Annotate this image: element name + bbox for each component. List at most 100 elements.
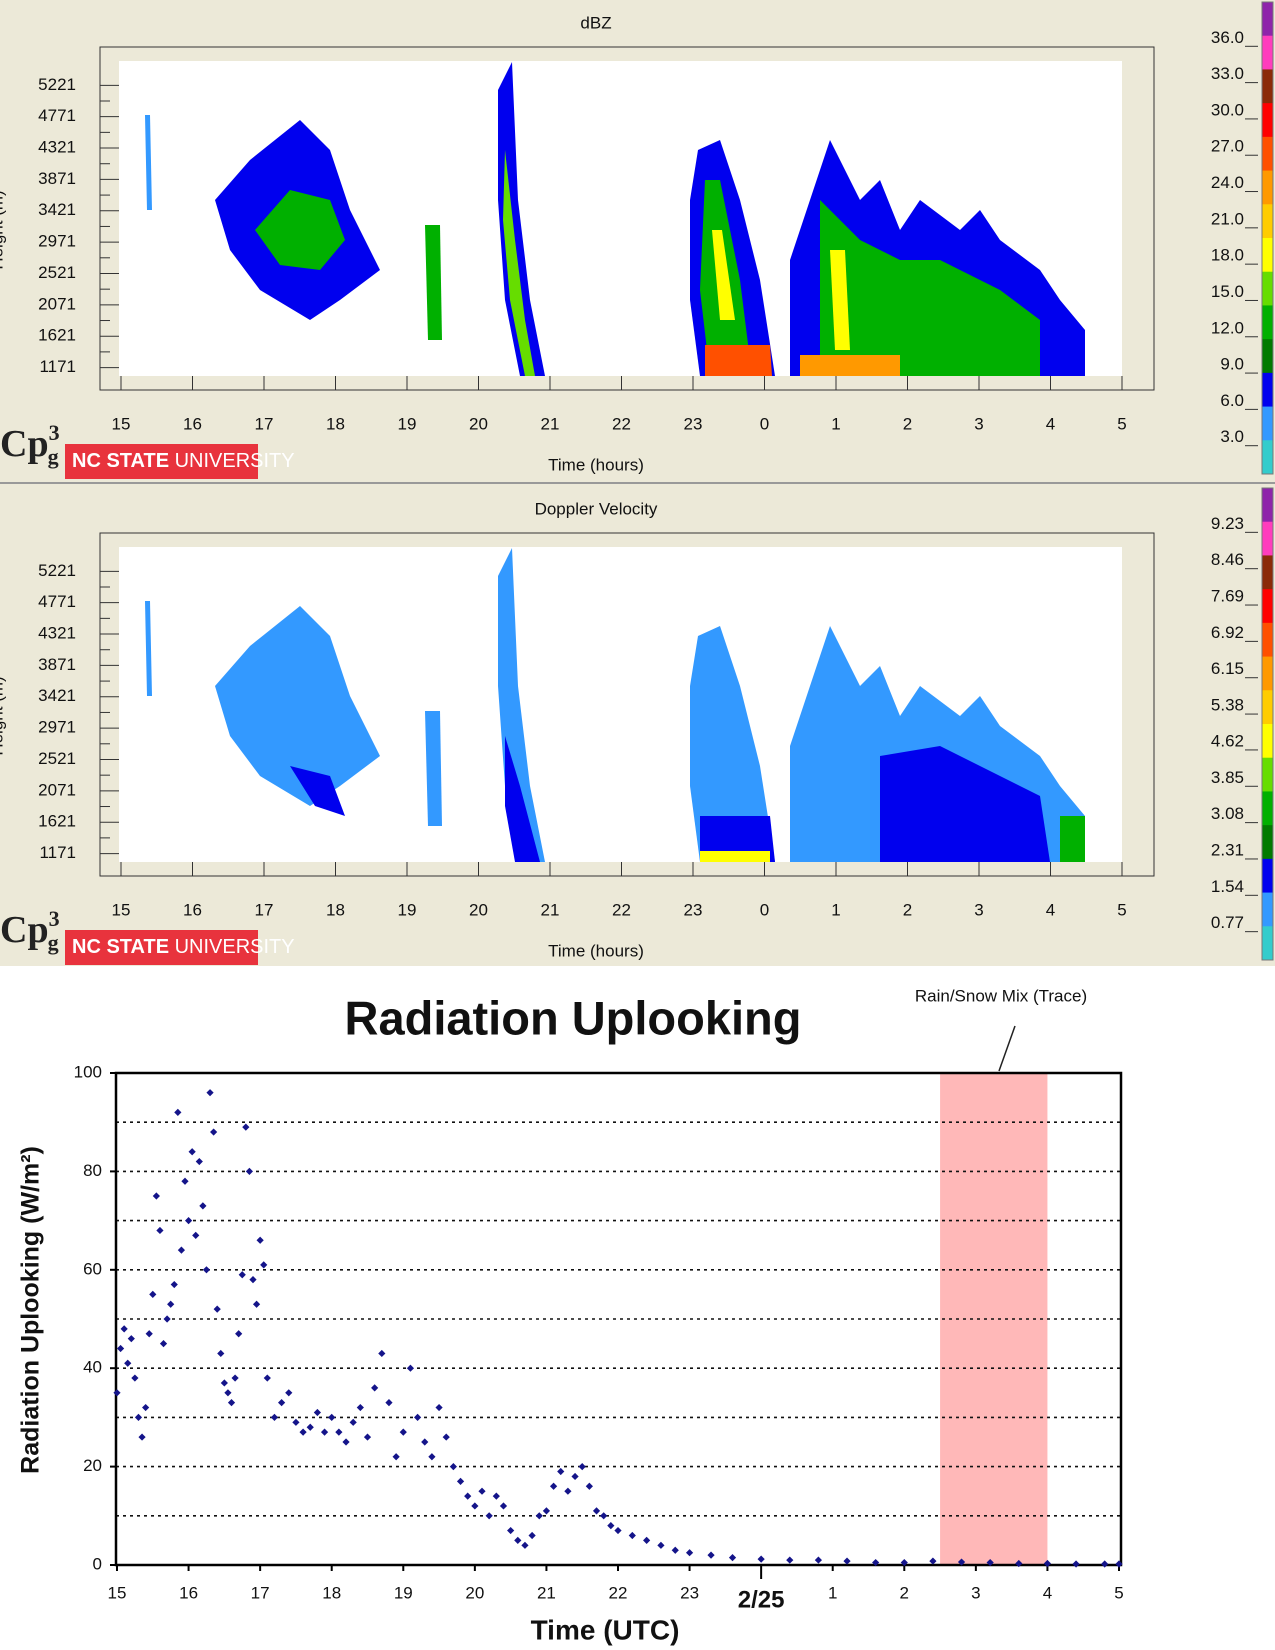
colorbar-swatch	[1262, 757, 1273, 792]
colorbar-tick-label: 1.54	[1211, 877, 1244, 896]
x-tick-label: 2	[903, 900, 912, 919]
x-tick-label: 0	[760, 900, 769, 919]
colorbar-swatch	[1262, 305, 1273, 340]
colorbar-swatch	[1262, 488, 1273, 523]
y-tick-label: 20	[83, 1456, 102, 1475]
echo-region	[503, 150, 535, 376]
data-point	[657, 1541, 665, 1549]
data-point	[1043, 1559, 1052, 1568]
data-point	[252, 1300, 261, 1308]
colorbar-swatch	[1262, 589, 1273, 624]
y-tick-label: 4321	[38, 624, 76, 643]
data-point	[671, 1546, 679, 1554]
colorbar-swatch	[1262, 926, 1273, 961]
data-point	[371, 1384, 379, 1392]
y-tick-label: 4321	[38, 138, 76, 157]
colorbar-swatch	[1262, 622, 1273, 658]
colorbar-swatch	[1262, 858, 1273, 894]
y-tick-label: 100	[74, 1062, 102, 1081]
data-point	[428, 1453, 436, 1461]
colorbar-tick-label: 33.0	[1211, 64, 1244, 83]
colorbar-swatch	[1262, 555, 1273, 590]
x-tick-label: 15	[112, 414, 131, 433]
echo-region	[1060, 816, 1085, 862]
data-point	[478, 1487, 486, 1495]
y-tick-label: 80	[83, 1161, 102, 1180]
colorbar-swatch	[1262, 521, 1273, 556]
colorbar-swatch	[1262, 69, 1273, 104]
annotation: Rain/Snow Mix (Trace)	[915, 986, 1087, 1005]
x-tick-label: 21	[541, 414, 560, 433]
data-point	[406, 1364, 415, 1372]
data-point	[986, 1558, 994, 1567]
x-tick-label: 23	[684, 900, 703, 919]
data-point	[435, 1403, 443, 1412]
x-tick-label: 19	[394, 1583, 413, 1602]
x-tick-label: 17	[255, 900, 274, 919]
data-point	[156, 1226, 164, 1235]
brand: NC STATE UNIVERSITY	[72, 936, 295, 958]
logo-sub: g	[48, 930, 59, 955]
x-tick-label: 1	[831, 900, 840, 919]
data-point	[363, 1433, 372, 1441]
colorbar-tick-label: 21.0	[1211, 209, 1244, 228]
data-point	[578, 1463, 586, 1471]
x-tick-label: 17	[255, 414, 274, 433]
data-point	[285, 1389, 293, 1397]
data-point	[220, 1379, 228, 1387]
echo-region	[215, 606, 380, 806]
colorbar-swatch	[1262, 2, 1273, 37]
logo-sup: 3	[49, 906, 60, 931]
colorbar-swatch	[1262, 136, 1273, 172]
echo-region	[145, 115, 152, 210]
y-tick-label: 2971	[38, 718, 76, 737]
logo: Cp3 g	[0, 420, 60, 469]
data-point	[270, 1413, 279, 1421]
x-tick-label: 3	[974, 900, 983, 919]
x-tick-label: 2	[903, 414, 912, 433]
data-point	[145, 1330, 153, 1338]
x-tick-label: 4	[1043, 1583, 1052, 1602]
chart-title: dBZ	[580, 13, 611, 32]
echo-region	[690, 626, 775, 862]
data-point	[134, 1413, 143, 1421]
x-tick-label: 4	[1046, 900, 1055, 919]
logo: Cp3 g	[0, 906, 60, 955]
data-point	[152, 1192, 160, 1200]
data-point	[159, 1340, 168, 1348]
data-point	[528, 1531, 536, 1540]
colorbar-tick-label: 27.0	[1211, 137, 1244, 156]
data-point	[571, 1472, 579, 1481]
data-point	[181, 1177, 189, 1185]
x-tick-label: 21	[537, 1583, 556, 1602]
y-tick-label: 3871	[38, 169, 76, 188]
echo-region	[880, 746, 1050, 862]
data-point	[210, 1128, 218, 1136]
colorbar-outline	[1261, 487, 1274, 961]
colorbar-tick-label: 7.69	[1211, 587, 1244, 606]
x-tick-label: 1	[828, 1583, 837, 1602]
annotation-pointer	[998, 1025, 1016, 1072]
brand-part: NC STATE	[72, 936, 169, 958]
data-point	[385, 1399, 393, 1407]
data-point	[328, 1413, 336, 1421]
chart-title: Radiation Uplooking	[345, 991, 802, 1044]
colorbar-swatch	[1262, 892, 1273, 927]
brand-part: NC STATE	[72, 450, 169, 472]
data-point	[202, 1266, 211, 1274]
x-tick-label: 18	[326, 414, 345, 433]
x-axis-label: Time (hours)	[548, 455, 644, 474]
brand-box	[65, 930, 258, 965]
data-point	[195, 1157, 203, 1166]
echo-region	[498, 62, 545, 376]
brand-part: UNIVERSITY	[169, 450, 295, 472]
data-point	[306, 1423, 314, 1431]
data-point	[757, 1555, 765, 1563]
data-point	[120, 1325, 128, 1333]
colorbar-tick-label: 0.77	[1211, 913, 1244, 932]
logo-main: Cp	[0, 423, 49, 465]
data-point	[113, 1389, 121, 1397]
x-tick-label: 2	[900, 1583, 909, 1602]
y-tick-label: 3421	[38, 686, 76, 705]
data-point	[643, 1536, 651, 1544]
